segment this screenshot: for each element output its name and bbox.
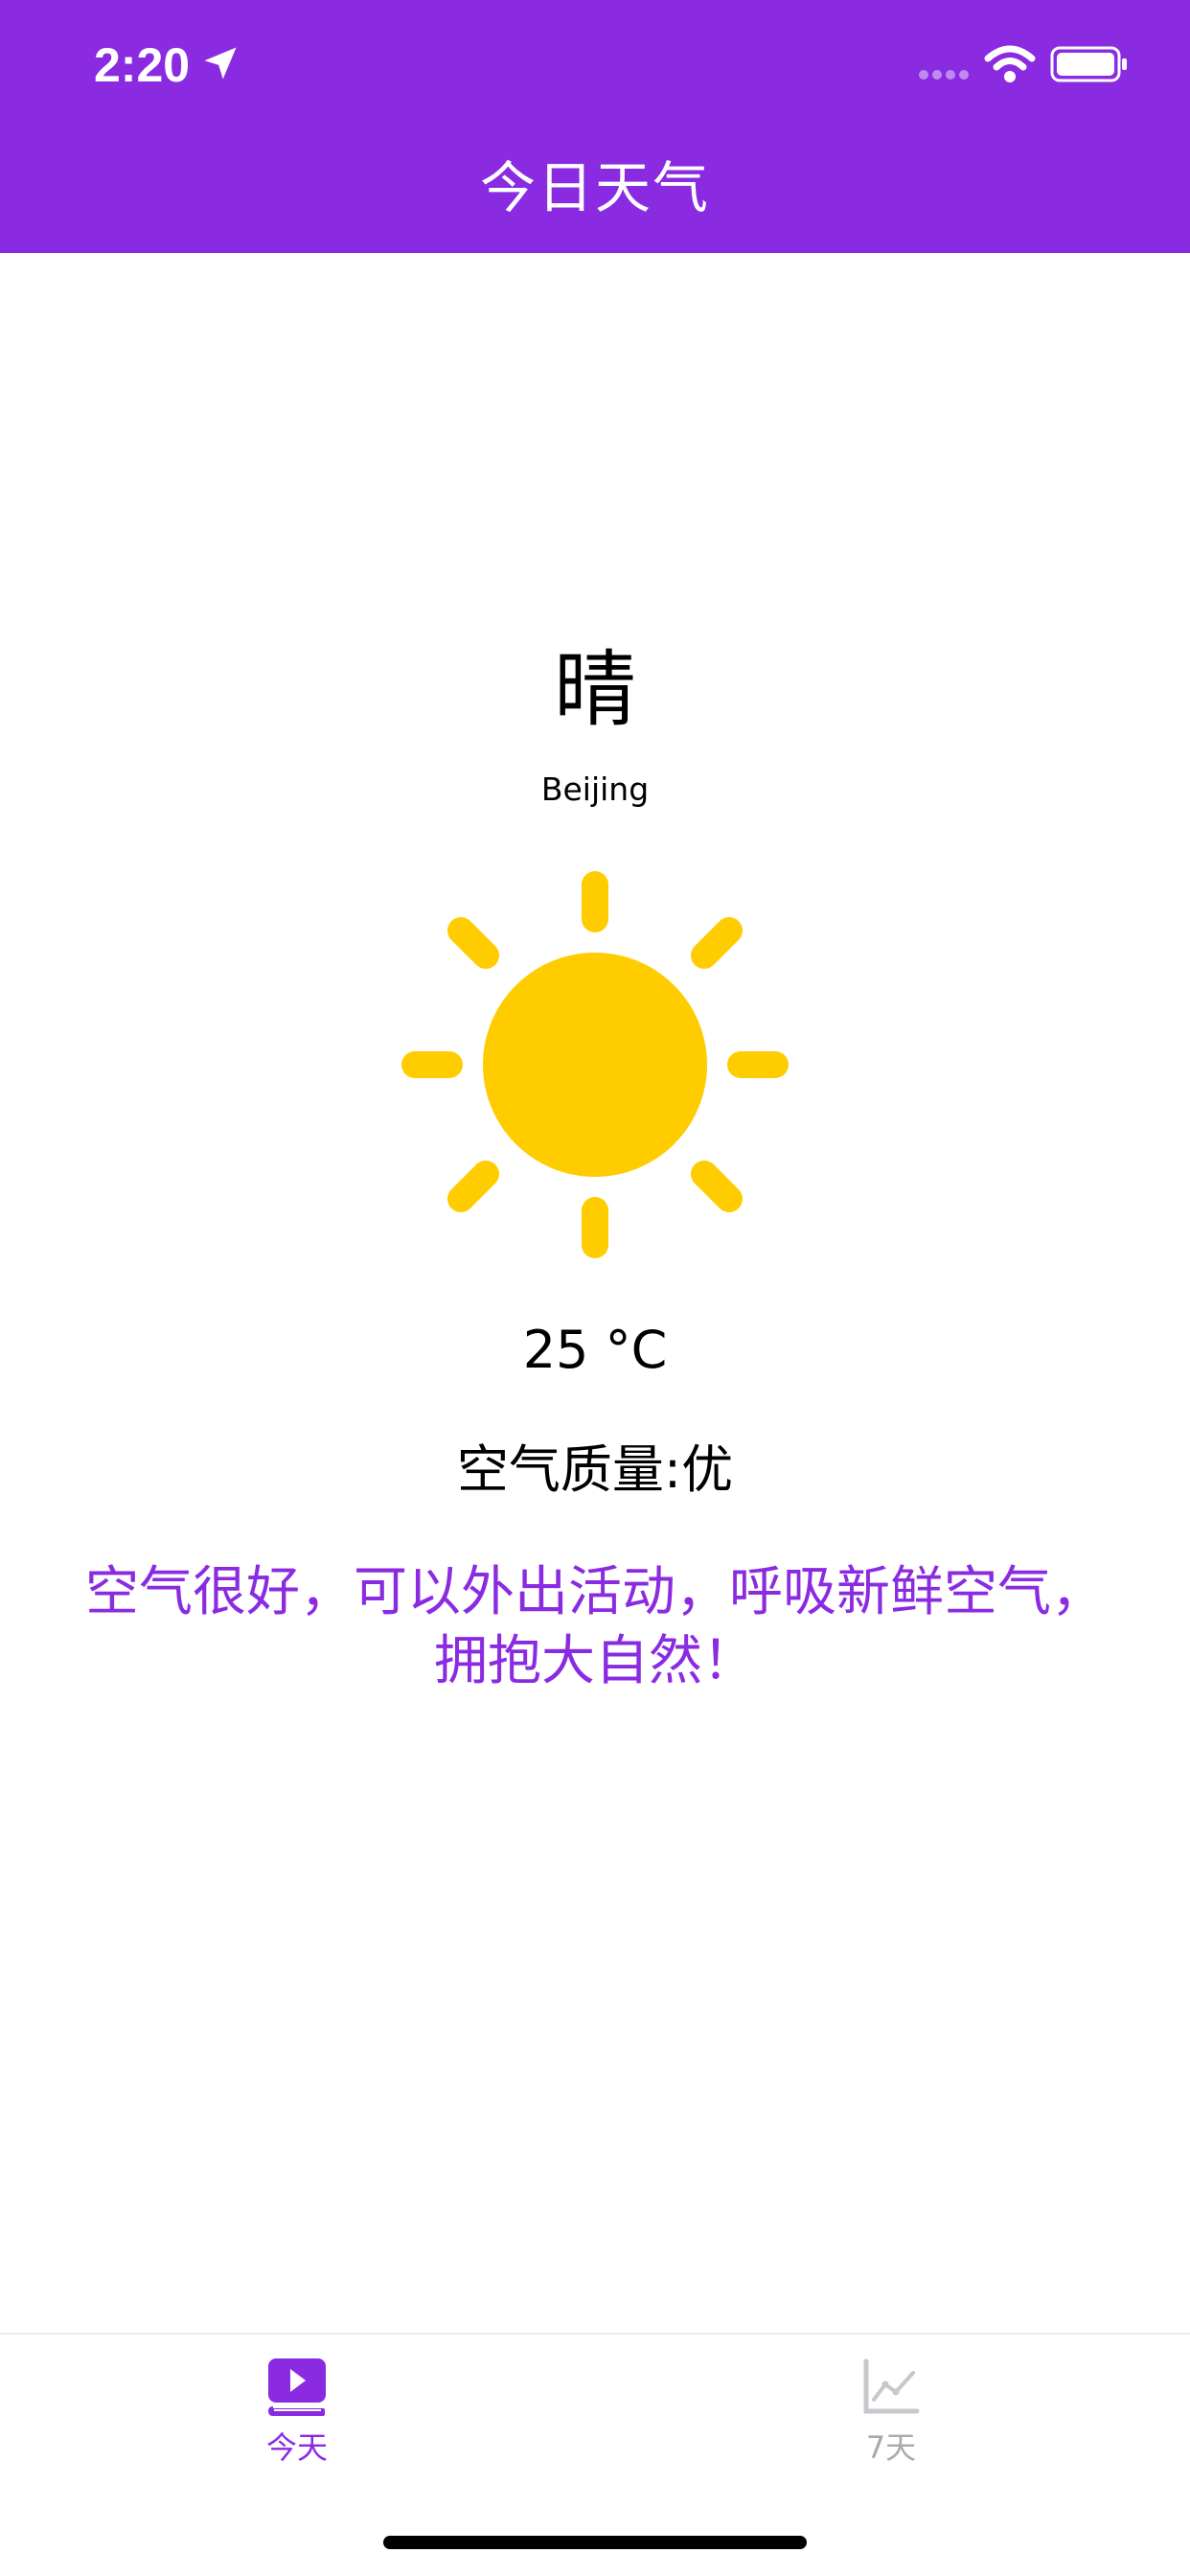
cellular-signal-icon [919,70,969,80]
tab-today[interactable]: 今天 [153,2356,441,2509]
temperature: 25 °C [522,1320,668,1380]
city-name: Beijing [540,770,650,808]
sun-icon [401,871,789,1258]
wifi-icon [984,45,1036,82]
tab-week[interactable]: 7天 [747,2356,1035,2509]
tab-today-label: 今天 [265,2429,328,2466]
location-arrow-icon [204,47,237,80]
tab-week-label: 7天 [865,2429,917,2466]
air-quality: 空气质量:优 [456,1439,734,1500]
app-header: 2:20 今日天气 [0,0,1190,253]
status-time: 2:20 [94,38,191,92]
today-book-icon [268,2358,326,2416]
battery-icon [1050,46,1127,82]
home-indicator[interactable] [383,2536,807,2549]
weather-advice: 空气很好，可以外出活动，呼吸新鲜空气，拥抱大自然！ [85,1561,1105,1692]
page-title: 今日天气 [479,155,710,220]
line-chart-icon [863,2358,920,2414]
tab-bar: 今天 7天 [0,2333,1190,2576]
weather-condition: 晴 [554,642,636,738]
